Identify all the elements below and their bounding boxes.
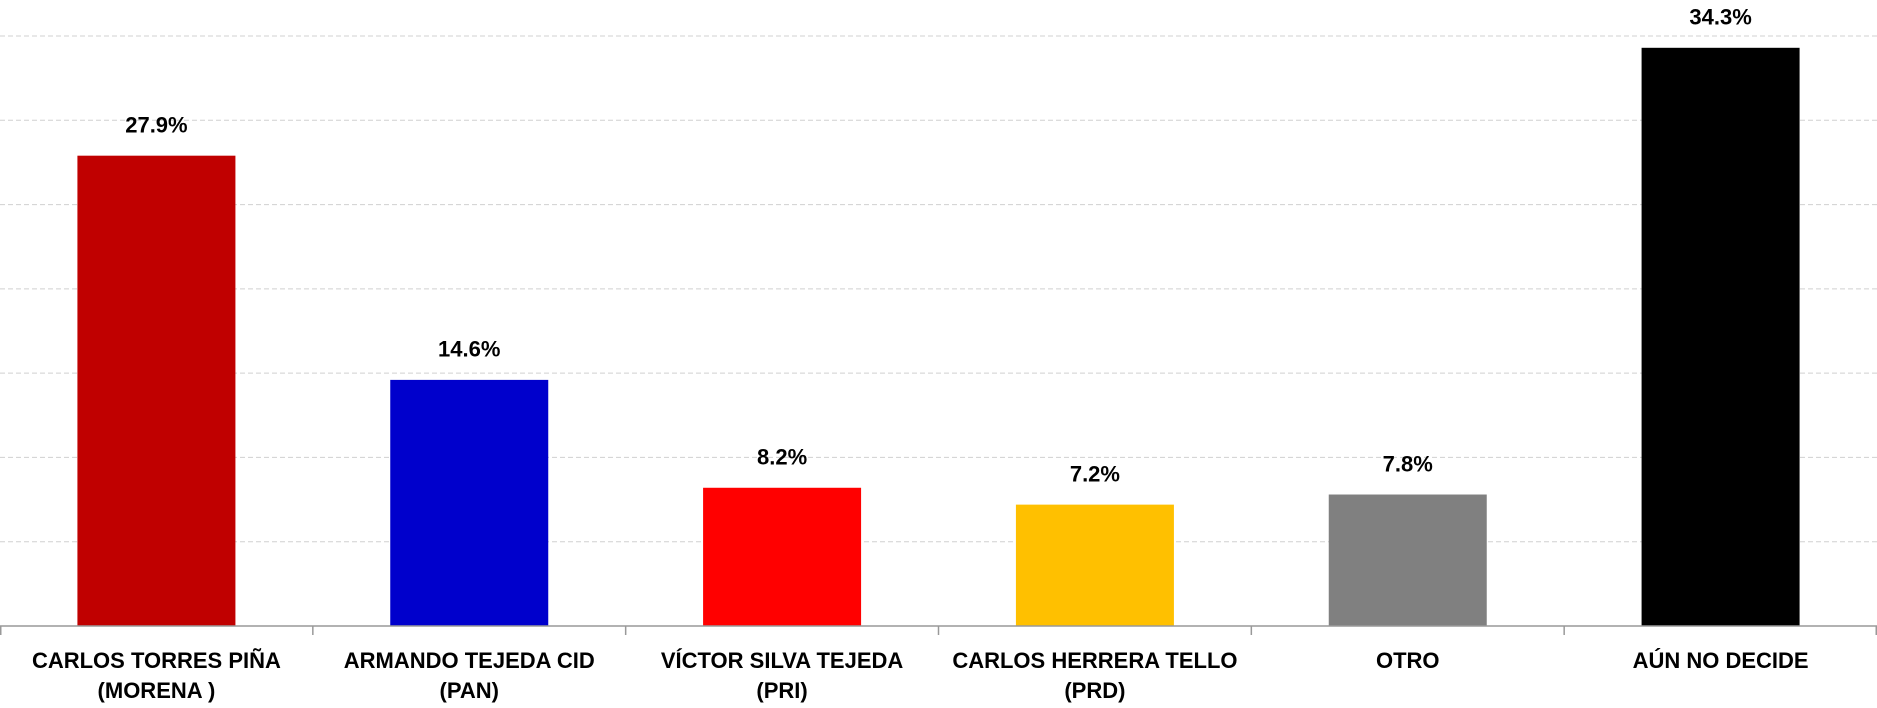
bar (1328, 494, 1487, 626)
bar (1641, 47, 1800, 627)
x-tick-label: OTRO (1376, 648, 1440, 673)
value-label: 7.8% (1383, 451, 1433, 476)
value-label: 8.2% (757, 445, 807, 470)
value-label: 27.9% (125, 112, 187, 137)
value-label: 7.2% (1070, 461, 1120, 486)
value-label: 14.6% (438, 337, 500, 362)
x-tick-label: (PRD) (1064, 678, 1125, 703)
x-tick-label: (MORENA ) (98, 678, 216, 703)
x-tick-label: ARMANDO TEJEDA CID (344, 648, 595, 673)
x-tick-label: AÚN NO DECIDE (1633, 648, 1809, 673)
bar (77, 155, 236, 626)
bar (1015, 504, 1174, 626)
bar (390, 379, 549, 626)
x-tick-label: CARLOS HERRERA TELLO (952, 648, 1237, 673)
x-tick-label: (PRI) (756, 678, 807, 703)
x-tick-label: (PAN) (440, 678, 499, 703)
value-label: 34.3% (1689, 5, 1751, 30)
x-tick-label: CARLOS TORRES PIÑA (32, 648, 281, 673)
bar (703, 487, 862, 626)
x-tick-label: VÍCTOR SILVA TEJEDA (661, 648, 904, 673)
